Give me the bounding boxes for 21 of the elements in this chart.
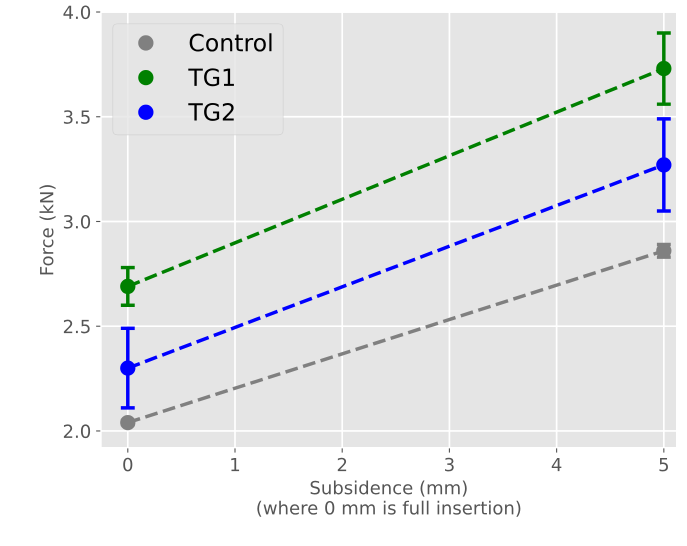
y-tick-label: 3.0 [64, 214, 90, 229]
y-tick-label: 2.5 [64, 320, 90, 334]
legend-label: Control [190, 33, 272, 52]
point [120, 360, 136, 376]
point [120, 414, 136, 430]
y-tick-label: 4.0 [63, 5, 90, 20]
legend-label: TG2 [188, 102, 234, 121]
x-tick-label: 5 [659, 458, 668, 472]
point [656, 60, 672, 76]
y-tick-label: 2.0 [64, 424, 90, 438]
x-tick-label: 0 [123, 458, 132, 472]
x-tick-label: 3 [445, 458, 454, 472]
x-tick-label: 4 [552, 458, 562, 472]
y-axis-title: Force (kN) [40, 185, 56, 274]
x-axis-title: Subsidence (mm) (where 0 mm is full insertion) [257, 480, 520, 517]
point [120, 278, 136, 294]
y-tick-label: 3.5 [64, 110, 90, 124]
x-tick-label: 1 [231, 458, 240, 472]
point [656, 157, 672, 173]
legend-label: TG1 [188, 68, 234, 86]
x-tick-label: 2 [338, 458, 346, 472]
